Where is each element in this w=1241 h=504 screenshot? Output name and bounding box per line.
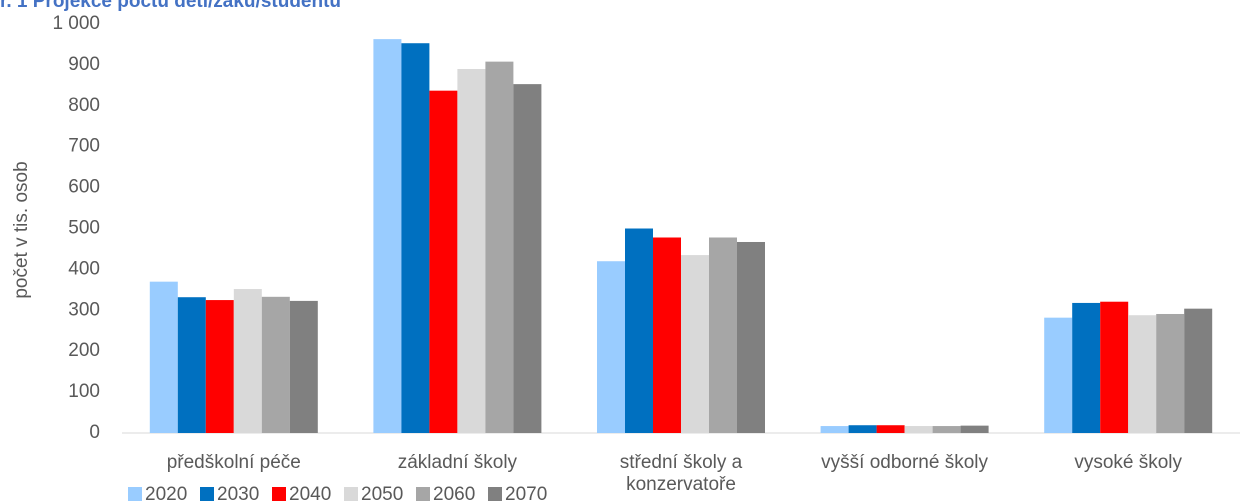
legend-label: 2030 bbox=[217, 484, 259, 504]
y-tick-label: 800 bbox=[68, 95, 100, 116]
bar bbox=[876, 425, 905, 433]
y-tick-label: 1 000 bbox=[52, 13, 100, 34]
legend-label: 2040 bbox=[289, 484, 331, 504]
bar bbox=[429, 90, 458, 434]
bar bbox=[1072, 302, 1101, 433]
bar bbox=[653, 237, 681, 433]
bar bbox=[960, 425, 989, 433]
bar bbox=[1128, 315, 1157, 433]
legend-label: 2070 bbox=[505, 484, 547, 504]
bar bbox=[149, 281, 178, 433]
bar bbox=[233, 289, 262, 433]
y-tick-label: 100 bbox=[68, 381, 100, 402]
x-tick-label: střední školy a konzervatoře bbox=[619, 452, 743, 495]
bar bbox=[848, 425, 877, 433]
bar bbox=[932, 426, 961, 433]
bar bbox=[177, 297, 206, 433]
y-tick-label: 300 bbox=[68, 299, 100, 320]
bar bbox=[1100, 301, 1129, 433]
y-tick-label: 500 bbox=[68, 218, 100, 239]
bar bbox=[261, 296, 290, 433]
bar bbox=[904, 426, 933, 433]
legend-swatch bbox=[344, 487, 358, 501]
bar bbox=[373, 39, 402, 434]
chart-title: r. 1 Projekce počtu dětí/žáků/studentů bbox=[0, 0, 341, 12]
y-tick-label: 600 bbox=[68, 177, 100, 198]
legend-swatch bbox=[488, 487, 502, 501]
bar bbox=[681, 255, 709, 433]
bar bbox=[1184, 308, 1213, 433]
bar bbox=[709, 237, 737, 433]
x-tick-label: vyšší odborné školy bbox=[821, 452, 989, 473]
legend-label: 2050 bbox=[361, 484, 403, 504]
bar bbox=[625, 228, 653, 433]
bar bbox=[1044, 317, 1073, 433]
legend-label: 2020 bbox=[145, 484, 187, 504]
bar bbox=[457, 68, 486, 434]
y-tick-label: 900 bbox=[68, 54, 100, 75]
legend-swatch bbox=[128, 487, 142, 501]
y-tick-label: 200 bbox=[68, 340, 100, 361]
bar bbox=[820, 426, 849, 433]
x-tick-label: vysoké školy bbox=[1074, 452, 1183, 473]
y-tick-label: 0 bbox=[89, 422, 100, 443]
y-tick-label: 400 bbox=[68, 258, 100, 279]
x-tick-label: základní školy bbox=[397, 452, 518, 473]
bar bbox=[289, 300, 318, 433]
bar bbox=[1156, 313, 1185, 433]
bar bbox=[737, 241, 765, 433]
bar bbox=[513, 84, 542, 434]
x-tick-label: předškolní péče bbox=[166, 452, 301, 473]
legend-label: 2060 bbox=[433, 484, 475, 504]
y-axis-label: počet v tis. osob bbox=[11, 161, 32, 298]
bar bbox=[205, 300, 234, 433]
y-tick-label: 700 bbox=[68, 136, 100, 157]
bar bbox=[597, 261, 625, 433]
legend-swatch bbox=[200, 487, 214, 501]
legend-swatch bbox=[272, 487, 286, 501]
bar bbox=[401, 43, 430, 434]
legend-swatch bbox=[416, 487, 430, 501]
bar bbox=[485, 61, 514, 434]
